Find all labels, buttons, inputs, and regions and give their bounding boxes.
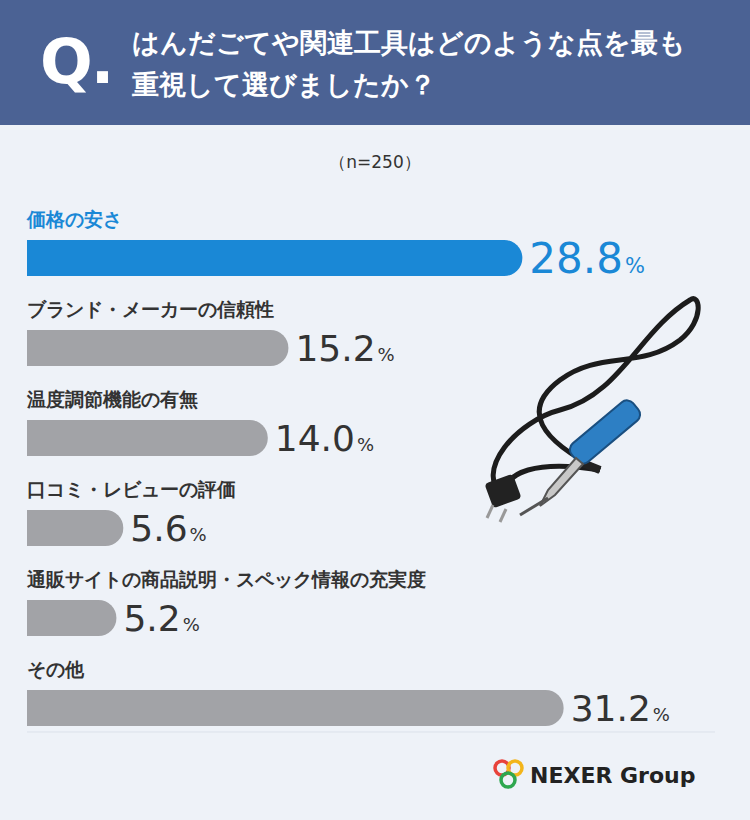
data-label: 15.2% [295,328,394,369]
data-label: 31.2% [571,688,670,729]
data-label-number: 14.0 [275,418,355,459]
plug-pin [500,509,506,522]
category-label: 価格の安さ [26,208,122,230]
illustration [484,299,698,522]
header: Q. はんだごてや関連工具はどのような点を最も重視して選びましたか？ [0,0,750,125]
category-label: ブランド・メーカーの信頼性 [27,298,274,320]
category-label: 口コミ・レビューの評価 [27,478,236,500]
data-label: 5.2% [123,598,199,639]
cord [493,299,698,500]
data-label-unit: % [183,614,200,635]
data-label-unit: % [190,524,207,545]
axis-line [27,732,715,733]
category-label: 通販サイトの商品説明・スペック情報の充実度 [26,568,426,590]
data-label-number: 5.6 [130,508,187,549]
plug [484,474,521,509]
data-label: 14.0% [275,418,374,459]
bar [27,240,522,276]
data-label: 5.6% [130,508,206,549]
data-label-unit: % [653,704,670,725]
bar [27,690,564,726]
bars [27,240,564,726]
plug-pin [487,505,493,518]
subtitle: （n=250） [329,152,420,172]
iron-point [520,498,548,515]
data-label-unit: % [357,434,374,455]
data-label-unit: % [625,254,645,278]
data-label: 28.8% [529,234,644,283]
chart: （n=250） 価格の安さ 28.8% ブランド・メーカーの信頼性 15.2% 温度調節機… [0,0,750,820]
category-label: 温度調節機能の有無 [26,388,198,410]
logo-text: NEXER Group [530,763,695,788]
iron-handle [567,397,644,467]
logo: NEXER Group [495,761,695,788]
logo-ring [501,773,515,787]
bar [27,600,116,636]
data-label-unit: % [378,344,395,365]
data-label-number: 15.2 [295,328,375,369]
bar [27,510,123,546]
bar [27,330,288,366]
data-label-number: 5.2 [123,598,180,639]
badge: Q. [40,22,112,102]
data-label-number: 31.2 [571,688,651,729]
category-label: その他 [27,658,85,680]
title: はんだごてや関連工具はどのような点を最も重視して選びましたか？ [132,22,692,106]
data-label-number: 28.8 [529,234,623,283]
bar [27,420,268,456]
